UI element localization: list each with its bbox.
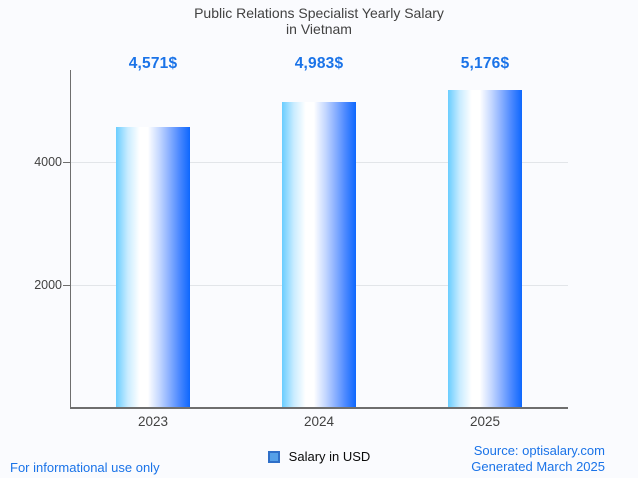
bars-row bbox=[70, 70, 568, 408]
legend: Salary in USD bbox=[0, 449, 638, 464]
bar-2025[interactable] bbox=[448, 89, 522, 408]
y-axis-label: 2000 bbox=[34, 278, 62, 292]
bar-value-labels-row: 4,571$ 4,983$ 5,176$ bbox=[70, 55, 568, 73]
plot-area bbox=[70, 70, 568, 408]
x-axis-label: 2025 bbox=[469, 414, 501, 429]
chart-title-line2: in Vietnam bbox=[286, 21, 352, 37]
chart-title: Public Relations Specialist Yearly Salar… bbox=[0, 5, 638, 37]
legend-swatch-icon bbox=[267, 450, 280, 463]
y-axis-label: 4000 bbox=[34, 155, 62, 169]
bar-slot bbox=[236, 70, 402, 408]
x-axis-labels-row: 2023 2024 2025 bbox=[70, 414, 568, 429]
y-axis-tick bbox=[63, 162, 70, 163]
source-block: Source: optisalary.com Generated March 2… bbox=[471, 443, 605, 474]
generated-date: Generated March 2025 bbox=[471, 458, 605, 474]
bar-value-label: 5,176$ bbox=[460, 55, 510, 72]
x-axis-line bbox=[70, 407, 568, 409]
bar-2023[interactable] bbox=[116, 126, 190, 408]
legend-label: Salary in USD bbox=[288, 449, 371, 464]
x-axis-label: 2023 bbox=[137, 414, 169, 429]
x-axis-label: 2024 bbox=[303, 414, 335, 429]
bar-slot bbox=[402, 70, 568, 408]
bar-slot bbox=[70, 70, 236, 408]
bar-2024[interactable] bbox=[282, 101, 356, 408]
disclaimer-text: For informational use only bbox=[10, 460, 160, 475]
bar-value-label: 4,983$ bbox=[294, 55, 344, 72]
y-axis-tick bbox=[63, 285, 70, 286]
source-link[interactable]: Source: optisalary.com bbox=[473, 443, 605, 458]
bar-value-label: 4,571$ bbox=[128, 55, 178, 72]
y-axis-line bbox=[70, 70, 71, 408]
chart-title-line1: Public Relations Specialist Yearly Salar… bbox=[194, 5, 444, 21]
